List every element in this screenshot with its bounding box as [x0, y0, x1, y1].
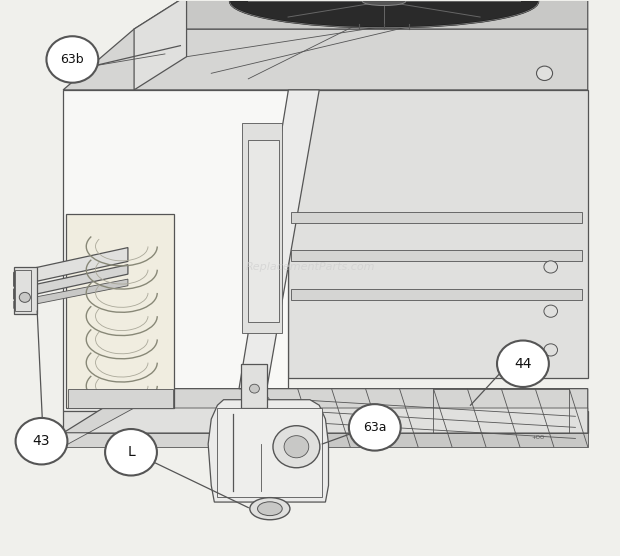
Text: +OO: +OO [532, 435, 545, 440]
Text: 63b: 63b [61, 53, 84, 66]
Polygon shape [134, 0, 187, 90]
Polygon shape [241, 364, 267, 408]
Ellipse shape [230, 0, 538, 28]
Polygon shape [14, 265, 128, 299]
Circle shape [273, 426, 320, 468]
Polygon shape [291, 289, 582, 300]
Circle shape [497, 340, 549, 387]
Polygon shape [68, 389, 173, 408]
Circle shape [544, 261, 557, 273]
Circle shape [105, 429, 157, 475]
Circle shape [544, 344, 557, 356]
Text: 63a: 63a [363, 421, 386, 434]
Polygon shape [63, 90, 288, 411]
Polygon shape [63, 29, 588, 90]
Polygon shape [63, 389, 588, 433]
Circle shape [249, 384, 259, 393]
Circle shape [46, 36, 99, 83]
Circle shape [349, 404, 401, 450]
Text: ReplacementParts.com: ReplacementParts.com [246, 262, 374, 272]
Text: 43: 43 [33, 434, 50, 448]
Polygon shape [14, 279, 128, 309]
Polygon shape [291, 212, 582, 222]
Polygon shape [134, 0, 588, 29]
Ellipse shape [250, 498, 290, 520]
Text: L: L [127, 445, 135, 459]
Polygon shape [218, 408, 322, 497]
Circle shape [536, 66, 552, 81]
Circle shape [284, 436, 309, 458]
Text: OO: OO [317, 433, 328, 439]
Polygon shape [291, 250, 582, 261]
Circle shape [16, 418, 68, 464]
Polygon shape [14, 267, 37, 314]
Polygon shape [63, 433, 288, 446]
Circle shape [19, 292, 30, 302]
Ellipse shape [363, 0, 405, 6]
Polygon shape [208, 400, 329, 502]
Text: 44: 44 [514, 357, 532, 371]
Polygon shape [242, 123, 282, 334]
Polygon shape [248, 140, 279, 322]
Polygon shape [66, 215, 174, 408]
Polygon shape [288, 411, 588, 433]
Ellipse shape [257, 502, 282, 515]
Polygon shape [63, 408, 588, 446]
Polygon shape [63, 411, 288, 433]
Polygon shape [239, 90, 319, 389]
Polygon shape [288, 433, 588, 446]
Polygon shape [14, 247, 128, 286]
Circle shape [544, 305, 557, 317]
Polygon shape [288, 90, 588, 378]
